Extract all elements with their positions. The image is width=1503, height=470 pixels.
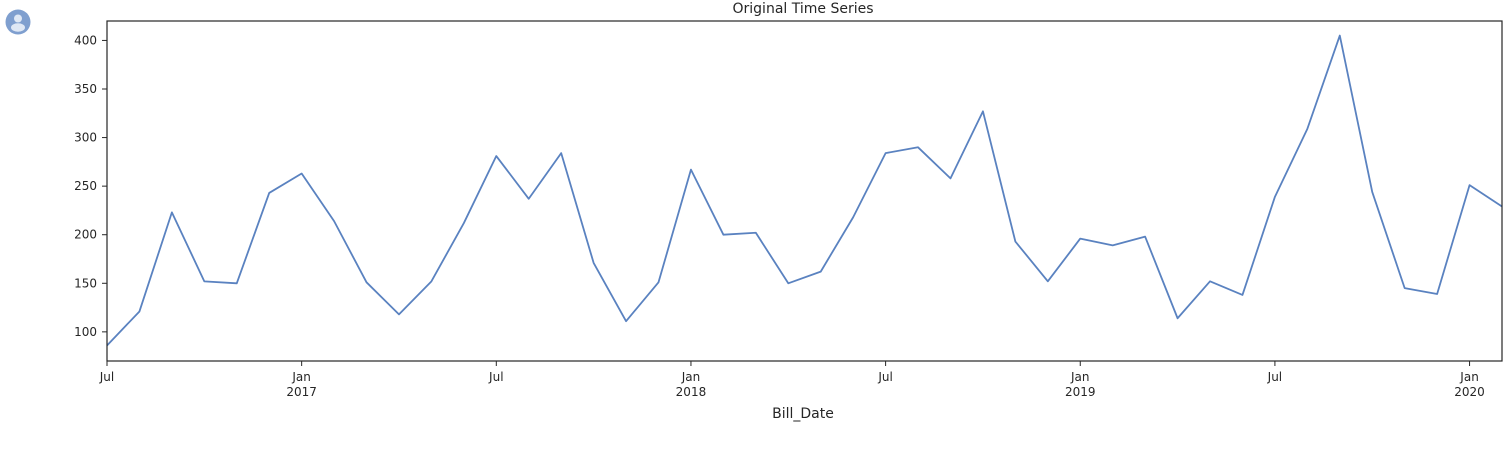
x-tick-label: Jul: [1267, 370, 1282, 384]
x-tick-year-label: 2019: [1065, 385, 1096, 399]
x-tick-label: Jul: [877, 370, 892, 384]
x-tick-label: Jan: [291, 370, 311, 384]
y-tick-label: 350: [74, 82, 97, 96]
y-axis-ticks: 100 150 200 250 300 350 400: [74, 33, 107, 339]
x-tick-label: Jan: [1070, 370, 1090, 384]
series-lines: [106, 34, 1503, 347]
y-tick-label: 100: [74, 325, 97, 339]
user-avatar-icon: [5, 9, 31, 35]
x-tick-label: Jul: [99, 370, 114, 384]
y-tick-label: 200: [74, 228, 97, 242]
y-tick-label: 150: [74, 276, 97, 290]
y-tick-label: 250: [74, 179, 97, 193]
x-tick-label: Jul: [488, 370, 503, 384]
x-tick-label: Jan: [681, 370, 701, 384]
x-tick-year-label: 2018: [676, 385, 707, 399]
y-tick-label: 300: [74, 131, 97, 145]
x-tick-label: Jan: [1459, 370, 1479, 384]
series-line: [106, 34, 1503, 347]
chart-title: Original Time Series: [733, 1, 874, 17]
y-tick-label: 400: [74, 33, 97, 47]
x-axis-label: Bill_Date: [772, 406, 834, 422]
x-tick-year-label: 2020: [1454, 385, 1485, 399]
x-tick-year-label: 2017: [286, 385, 317, 399]
plot-frame: [106, 20, 1503, 362]
